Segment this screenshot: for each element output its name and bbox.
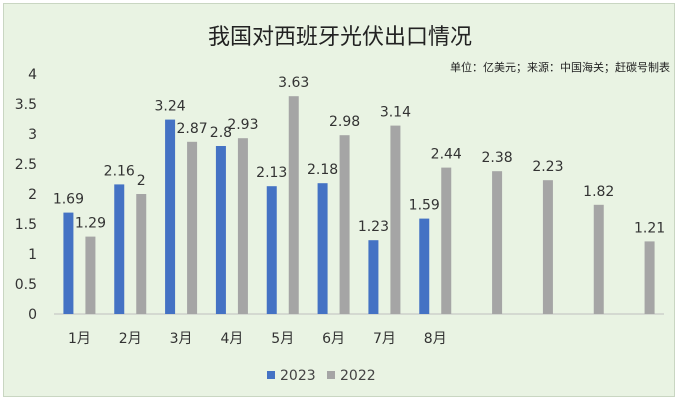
- data-label-2022-8: 2.44: [431, 147, 462, 163]
- bar-2023-8: [419, 218, 430, 314]
- bar-2023-6: [317, 183, 328, 314]
- bar-2022-3: [187, 141, 198, 314]
- bar-2023-4: [215, 146, 226, 314]
- bar-2023-1: [63, 212, 74, 314]
- y-tick-label: 1: [28, 247, 37, 263]
- x-category-label: 6月: [322, 331, 345, 347]
- bar-2022-10: [542, 180, 553, 314]
- bar-2022-1: [85, 236, 96, 314]
- legend-swatch-2022: [327, 371, 335, 379]
- source-note: 单位：亿美元；来源：中国海关；赶碳号制表: [450, 60, 670, 74]
- chart-svg: 我国对西班牙光伏出口情况 单位：亿美元；来源：中国海关；赶碳号制表 00.511…: [15, 25, 670, 384]
- bar-2023-2: [114, 184, 125, 314]
- bar-2022-8: [441, 167, 452, 314]
- bar-2022-5: [288, 96, 299, 314]
- data-label-2023-2: 2.16: [104, 163, 135, 179]
- data-label-2023-3: 3.24: [154, 99, 185, 115]
- bar-2023-3: [165, 119, 176, 314]
- bar-2022-4: [237, 138, 248, 314]
- y-tick-label: 3: [28, 127, 37, 143]
- legend: 2023 2022: [267, 368, 376, 384]
- data-label-2023-4: 2.8: [210, 125, 232, 141]
- y-tick-label: 2.5: [15, 157, 37, 173]
- y-tick-label: 3.5: [15, 97, 37, 113]
- data-label-2022-11: 1.82: [583, 184, 614, 200]
- x-category-label: 5月: [271, 331, 294, 347]
- x-category-label: 7月: [373, 331, 396, 347]
- bar-2023-7: [368, 240, 379, 314]
- data-label-2022-1: 1.29: [75, 216, 106, 232]
- chart-frame: 我国对西班牙光伏出口情况 单位：亿美元；来源：中国海关；赶碳号制表 0 0.5 1 1…: [3, 3, 675, 397]
- y-tick-label: 4: [28, 67, 37, 83]
- x-category-label: 1月: [68, 331, 91, 347]
- bar-2022-9: [492, 171, 503, 314]
- data-label-2023-1: 1.69: [53, 192, 84, 208]
- chart-title: 我国对西班牙光伏出口情况: [208, 25, 472, 50]
- data-label-2022-12: 1.21: [634, 220, 665, 236]
- legend-swatch-2023: [267, 371, 275, 379]
- y-tick-label: 0: [28, 307, 37, 323]
- bar-2022-11: [593, 204, 604, 314]
- bar-2022-12: [644, 241, 655, 314]
- x-category-label: 4月: [220, 331, 243, 347]
- bar-2022-6: [339, 135, 350, 314]
- data-label-2023-8: 1.59: [409, 198, 440, 214]
- x-axis-categories: 1月 2月 3月 4月 5月 6月 7月 8月: [68, 331, 447, 347]
- data-label-2022-10: 2.23: [532, 159, 563, 175]
- data-label-2022-6: 2.98: [329, 114, 360, 130]
- x-category-label: 3月: [170, 331, 193, 347]
- data-label-2022-3: 2.87: [176, 121, 207, 137]
- data-labels-group: 1.69 1.29 2.162 3.24 2.87 2.82.93 2.13 3.63 2.18…: [53, 75, 665, 236]
- y-tick-label: 1.5: [15, 217, 37, 233]
- bar-2022-2: [136, 194, 147, 314]
- data-label-2023-7: 1.23: [358, 219, 389, 235]
- data-label-2022-2: 2: [137, 173, 146, 189]
- data-label-2023-6: 2.18: [307, 162, 338, 178]
- legend-label-2023: 2023: [280, 368, 316, 384]
- y-tick-label: 2: [28, 187, 37, 203]
- y-axis-ticks: 0 0.5 1 1.5 2 2.5 3 3.5 4: [15, 67, 37, 323]
- data-label-2022-9: 2.38: [481, 150, 512, 166]
- data-label-2022-7: 3.14: [380, 105, 411, 121]
- bar-2022-7: [390, 125, 401, 314]
- bars-group: [63, 96, 655, 314]
- data-label-2022-5: 3.63: [278, 75, 309, 91]
- bar-2023-5: [266, 186, 277, 314]
- y-tick-label: 0.5: [15, 277, 37, 293]
- x-category-label: 2月: [119, 331, 142, 347]
- data-label-2023-5: 2.13: [256, 165, 287, 181]
- x-category-label: 8月: [424, 331, 447, 347]
- legend-label-2022: 2022: [340, 368, 376, 384]
- data-label-2022-4: 2.93: [227, 117, 258, 133]
